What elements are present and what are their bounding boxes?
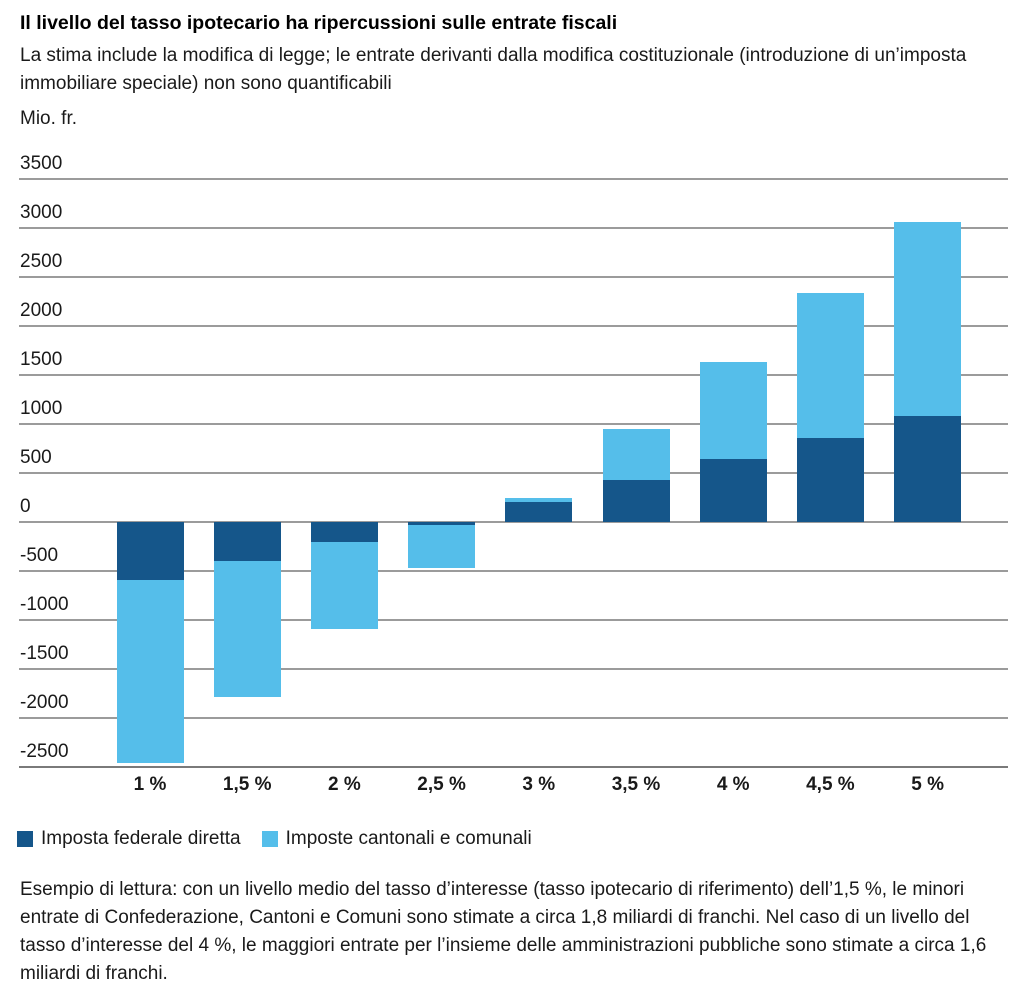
legend-item-cantonal: Imposte cantonali e comunali	[261, 828, 532, 850]
bar-segment-cantonal	[894, 222, 962, 417]
bar-segment-cantonal	[310, 541, 378, 629]
gridline	[19, 374, 1008, 376]
gridline	[19, 227, 1008, 229]
gridline	[19, 717, 1008, 719]
y-tick-label: 3000	[20, 202, 63, 223]
x-tick-label: 1 %	[133, 774, 167, 795]
y-tick-label: 3500	[20, 153, 63, 174]
legend-label-cantonal: Imposte cantonali e comunali	[285, 828, 532, 849]
x-axis-line	[19, 766, 1008, 768]
x-tick-label: 5 %	[911, 774, 944, 795]
gridline	[19, 472, 1008, 474]
legend-item-federal: Imposta federale diretta	[17, 828, 241, 850]
bar-segment-cantonal	[602, 428, 670, 480]
gridline	[19, 668, 1008, 670]
gridline	[19, 178, 1008, 180]
x-tick-label: 3,5 %	[611, 774, 661, 795]
bar-segment-federal	[213, 522, 281, 562]
y-tick-label: 0	[20, 496, 31, 517]
y-axis-unit-label: Mio. fr.	[20, 108, 78, 129]
bar-segment-federal	[505, 502, 573, 522]
bar-segment-federal	[408, 522, 476, 525]
y-tick-label: 1000	[20, 398, 63, 419]
bar-segment-cantonal	[505, 497, 573, 503]
bar-segment-federal	[699, 459, 767, 522]
gridline	[19, 276, 1008, 278]
bar-segment-federal	[116, 522, 184, 580]
x-tick-label: 1,5 %	[222, 774, 272, 795]
bar-segment-cantonal	[699, 362, 767, 460]
gridline	[19, 570, 1008, 572]
y-tick-label: -2500	[20, 741, 69, 762]
gridline	[19, 423, 1008, 425]
gridline	[19, 619, 1008, 621]
y-tick-label: 500	[20, 447, 52, 468]
x-tick-label: 4 %	[716, 774, 750, 795]
bar-segment-cantonal	[796, 292, 864, 438]
chart-title: Il livello del tasso ipotecario ha riper…	[20, 12, 618, 34]
bar-segment-federal	[310, 522, 378, 542]
y-tick-label: 2000	[20, 300, 63, 321]
y-tick-label: 1500	[20, 349, 63, 370]
gridline	[19, 521, 1008, 523]
reading-example-text: Esempio di lettura: con un livello medio…	[20, 879, 987, 984]
bar-segment-federal	[894, 416, 962, 522]
x-tick-label: 4,5 %	[806, 774, 855, 795]
legend-swatch-cantonal	[261, 831, 278, 847]
x-tick-label: 2 %	[328, 774, 361, 795]
y-tick-label: -1000	[20, 594, 69, 615]
x-tick-label: 3 %	[522, 774, 556, 795]
bar-segment-federal	[602, 479, 670, 522]
bar-segment-cantonal	[213, 561, 281, 698]
bar-segment-cantonal	[408, 524, 476, 569]
bar-segment-cantonal	[116, 579, 184, 764]
y-tick-label: -1500	[20, 643, 69, 664]
legend: Imposta federale diretta Imposte cantona…	[17, 828, 532, 850]
bar-segment-federal	[796, 437, 864, 522]
y-tick-label: -500	[20, 545, 59, 566]
y-tick-label: -2000	[20, 692, 69, 713]
gridline	[19, 325, 1008, 327]
x-tick-label: 2,5 %	[417, 774, 466, 795]
legend-label-federal: Imposta federale diretta	[41, 828, 241, 849]
y-tick-label: 2500	[20, 251, 63, 272]
chart-subtitle: La stima include la modifica di legge; l…	[20, 45, 967, 94]
legend-swatch-federal	[17, 831, 33, 847]
